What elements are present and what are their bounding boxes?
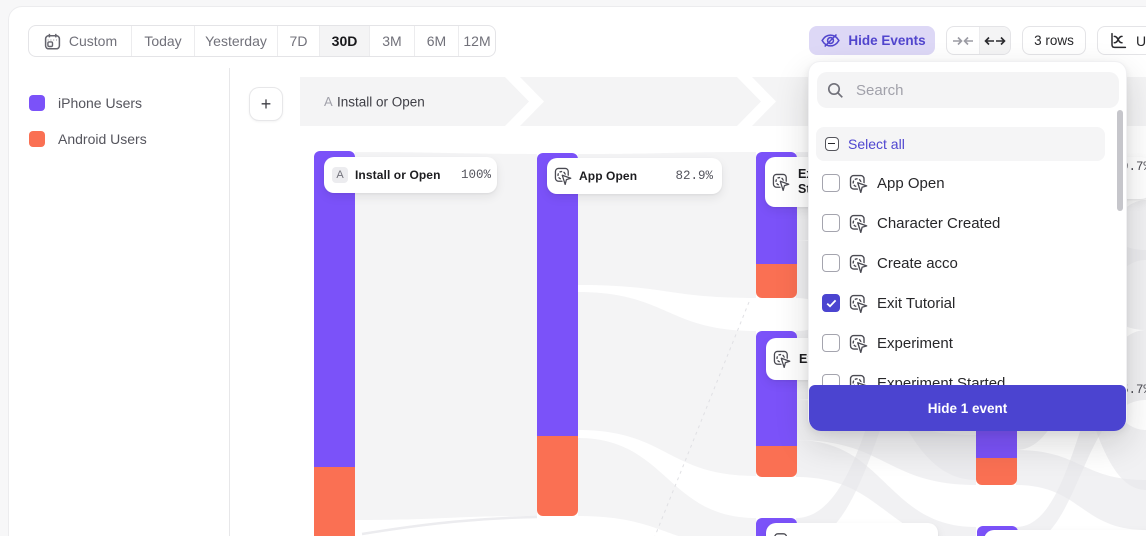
svg-text:A: A <box>324 94 333 109</box>
svg-text:Install or Open: Install or Open <box>337 95 425 110</box>
